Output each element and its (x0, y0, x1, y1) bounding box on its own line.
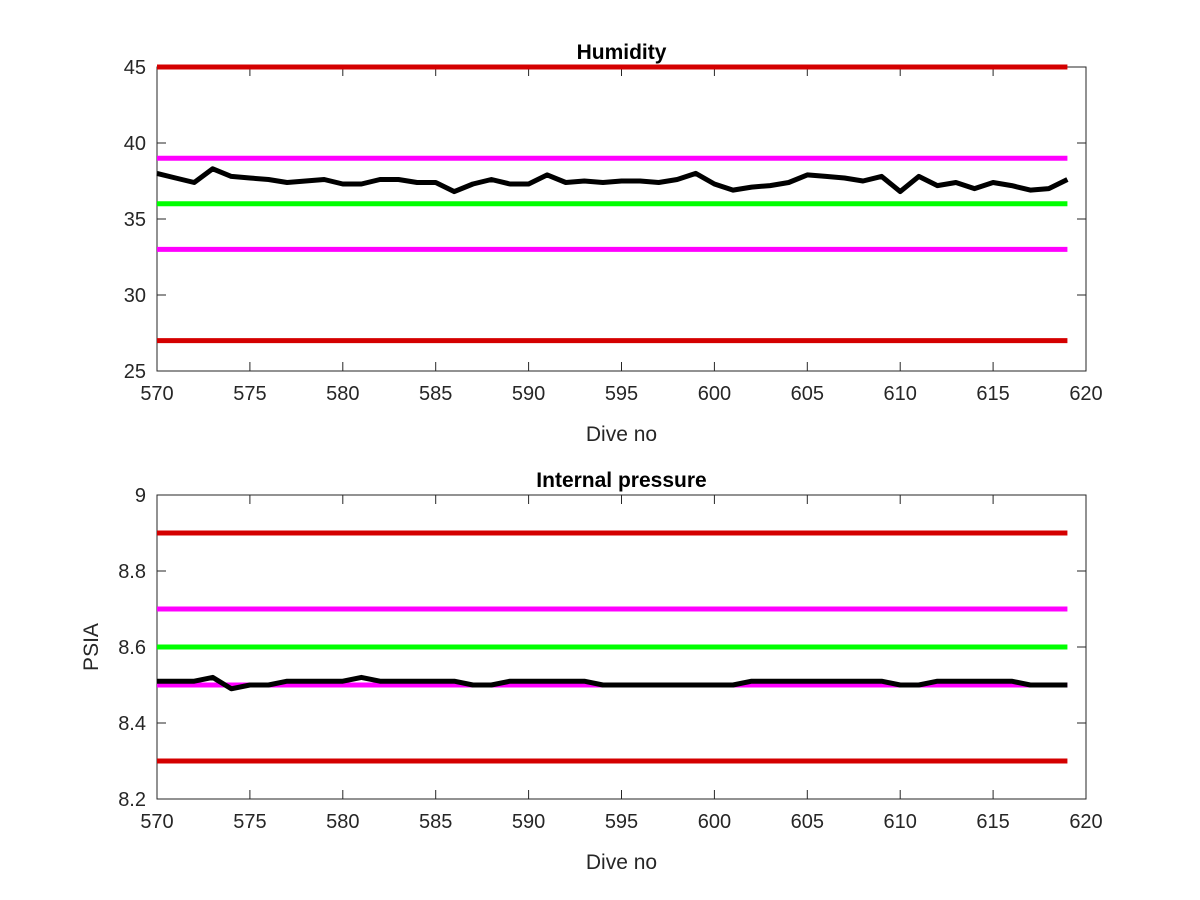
plot-area (156, 66, 1087, 372)
y-tick-label: 8.6 (118, 637, 146, 659)
x-tick-label: 610 (884, 383, 917, 405)
x-tick-label: 615 (976, 811, 1009, 833)
x-tick-label: 620 (1069, 811, 1102, 833)
y-tick-label: 8.4 (118, 713, 146, 735)
chart-title: Internal pressure (536, 469, 706, 492)
y-tick-label: 40 (124, 133, 146, 155)
y-tick-label: 8.8 (118, 561, 146, 583)
x-tick-label: 595 (605, 383, 638, 405)
y-tick-label: 25 (124, 361, 146, 383)
x-tick-label: 580 (326, 811, 359, 833)
x-axis-label: Dive no (586, 851, 657, 874)
x-tick-label: 570 (140, 383, 173, 405)
series-line (157, 674, 1068, 692)
x-tick-label: 580 (326, 383, 359, 405)
y-tick-label: 30 (124, 285, 146, 307)
x-tick-label: 570 (140, 811, 173, 833)
y-axis-label: PSIA (80, 623, 103, 671)
x-tick-label: 585 (419, 811, 452, 833)
x-tick-label: 595 (605, 811, 638, 833)
y-tick-label: 9 (135, 485, 146, 507)
x-tick-label: 585 (419, 383, 452, 405)
x-tick-label: 605 (791, 811, 824, 833)
y-tick-label: 35 (124, 209, 146, 231)
x-tick-label: 600 (698, 811, 731, 833)
x-tick-label: 575 (233, 383, 266, 405)
x-tick-label: 600 (698, 383, 731, 405)
x-tick-label: 610 (884, 811, 917, 833)
x-axis-label: Dive no (586, 423, 657, 446)
chart-title: Humidity (577, 41, 667, 64)
y-tick-label: 45 (124, 57, 146, 79)
subplot-2: 570 575 580 585 590 595 600 605 610 615 620 8.2 8.4 8… (80, 469, 1103, 874)
series-line (156, 166, 1069, 195)
x-tick-label: 575 (233, 811, 266, 833)
x-tick-label: 615 (976, 383, 1009, 405)
x-tick-label: 590 (512, 811, 545, 833)
y-tick-label: 8.2 (118, 789, 146, 811)
x-tick-label: 605 (791, 383, 824, 405)
subplot-1: 570 575 580 585 590 595 600 605 610 615 620 25 30 35 4… (124, 41, 1103, 446)
x-tick-label: 590 (512, 383, 545, 405)
x-tick-label: 620 (1069, 383, 1102, 405)
